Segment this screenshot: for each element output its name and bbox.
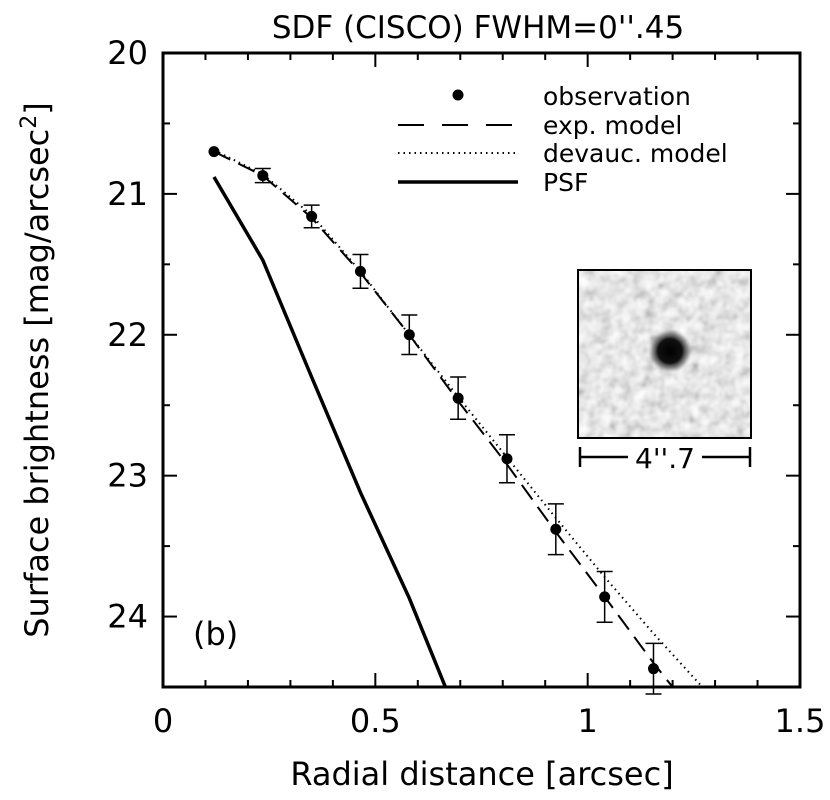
y-tick-label: 23 [107, 457, 148, 495]
legend-marker-observation [452, 89, 464, 101]
inset-scale-label: 4''.7 [635, 442, 695, 475]
observation-point [647, 663, 659, 675]
x-tick-label: 0.5 [350, 702, 401, 740]
observation-point [452, 392, 464, 404]
observation-point [257, 170, 269, 182]
y-axis-label: Surface brightness [mag/arcsec2] [17, 102, 56, 638]
x-tick-label: 1 [577, 702, 597, 740]
panel-label: (b) [193, 615, 238, 653]
observation-point [599, 591, 611, 603]
observation-point [550, 523, 562, 535]
legend-label: PSF [543, 168, 588, 197]
plot-frame [161, 51, 802, 689]
x-tick-label: 1.5 [775, 702, 826, 740]
x-tick-label: 0 [153, 702, 173, 740]
x-axis-label: Radial distance [arcsec] [290, 755, 673, 793]
series-layer [208, 146, 704, 695]
y-tick-label: 24 [107, 598, 148, 636]
y-axis-label-sup: 2 [17, 115, 42, 129]
y-tick-label: 22 [107, 316, 148, 354]
observation-point [403, 329, 415, 341]
y-axis-label-main: Surface brightness [mag/arcsec [18, 129, 56, 638]
x-tick-labels: 0 0.5 1 1.5 [153, 702, 826, 740]
y-tick-labels: 20 21 22 23 24 [107, 34, 148, 636]
legend-label: devauc. model [543, 139, 728, 168]
y-tick-label: 21 [107, 175, 148, 213]
observation-point [354, 265, 366, 277]
legend-label: observation [543, 82, 691, 111]
observation-point [306, 210, 318, 222]
inset-frame [577, 269, 752, 439]
inset-source-blob [648, 329, 692, 373]
y-tick-label: 20 [107, 34, 148, 72]
legend-label: exp. model [543, 111, 682, 140]
observation-point [501, 453, 513, 465]
y-axis-label-tail: ] [18, 102, 56, 114]
series-line-solid [212, 176, 448, 687]
observation-point [208, 146, 220, 158]
inset-image: 4''.7 [577, 269, 752, 475]
axis-ticks [162, 52, 801, 688]
chart-title: SDF (CISCO) FWHM=0''.45 [272, 10, 684, 46]
